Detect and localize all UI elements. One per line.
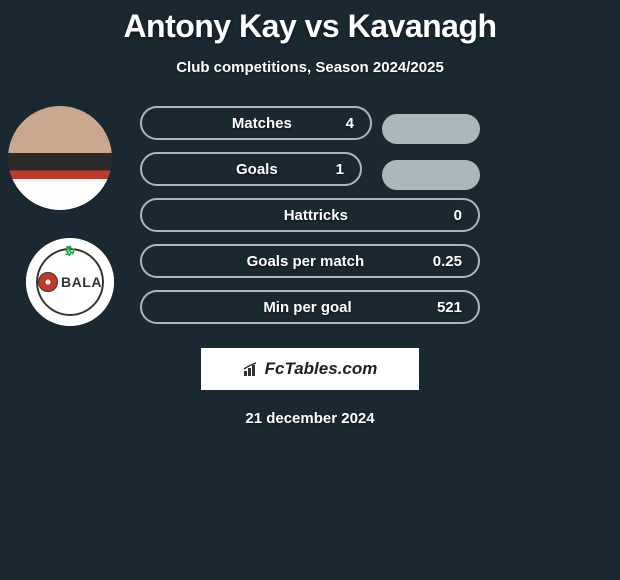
stat-bar: Goals per match 0.25 (140, 244, 480, 278)
stat-bar: Min per goal 521 (140, 290, 480, 324)
stat-row-matches: Matches 4 (140, 106, 480, 152)
comparison-pill (382, 160, 480, 190)
stat-row-gpm: Goals per match 0.25 (140, 244, 480, 290)
stat-bar: Matches 4 (140, 106, 372, 140)
page-title: Antony Kay vs Kavanagh (0, 0, 620, 45)
stat-value: 1 (336, 161, 344, 178)
avatar-image (8, 106, 112, 210)
stat-bar: Hattricks 0 (140, 198, 480, 232)
stat-value: 4 (346, 115, 354, 132)
stat-value: 0.25 (433, 253, 462, 270)
comparison-pill (382, 114, 480, 144)
season-subtitle: Club competitions, Season 2024/2025 (0, 59, 620, 76)
stats-column: Matches 4 Goals 1 Hattricks 0 Goals (140, 106, 480, 336)
stat-row-hattricks: Hattricks 0 (140, 198, 480, 244)
stat-row-mpg: Min per goal 521 (140, 290, 480, 336)
stat-label: Matches (232, 115, 292, 132)
date-text: 21 december 2024 (0, 410, 620, 427)
club-badge: 🐉 BALA (26, 238, 114, 326)
stat-value: 0 (454, 207, 462, 224)
stat-label: Goals (236, 161, 278, 178)
branding-text: FcTables.com (265, 359, 378, 379)
stats-chart-icon (243, 361, 261, 377)
player-avatar (8, 106, 112, 210)
stat-label: Min per goal (263, 299, 351, 316)
stat-label: Hattricks (284, 207, 348, 224)
badge-dragon-icon: 🐉 (64, 246, 76, 257)
branding-box[interactable]: FcTables.com (201, 348, 419, 390)
stat-label: Goals per match (247, 253, 365, 270)
stat-row-goals: Goals 1 (140, 152, 480, 198)
stat-bar: Goals 1 (140, 152, 362, 186)
stat-value: 521 (437, 299, 462, 316)
content-area: 🐉 BALA Matches 4 Goals 1 H (0, 106, 620, 427)
